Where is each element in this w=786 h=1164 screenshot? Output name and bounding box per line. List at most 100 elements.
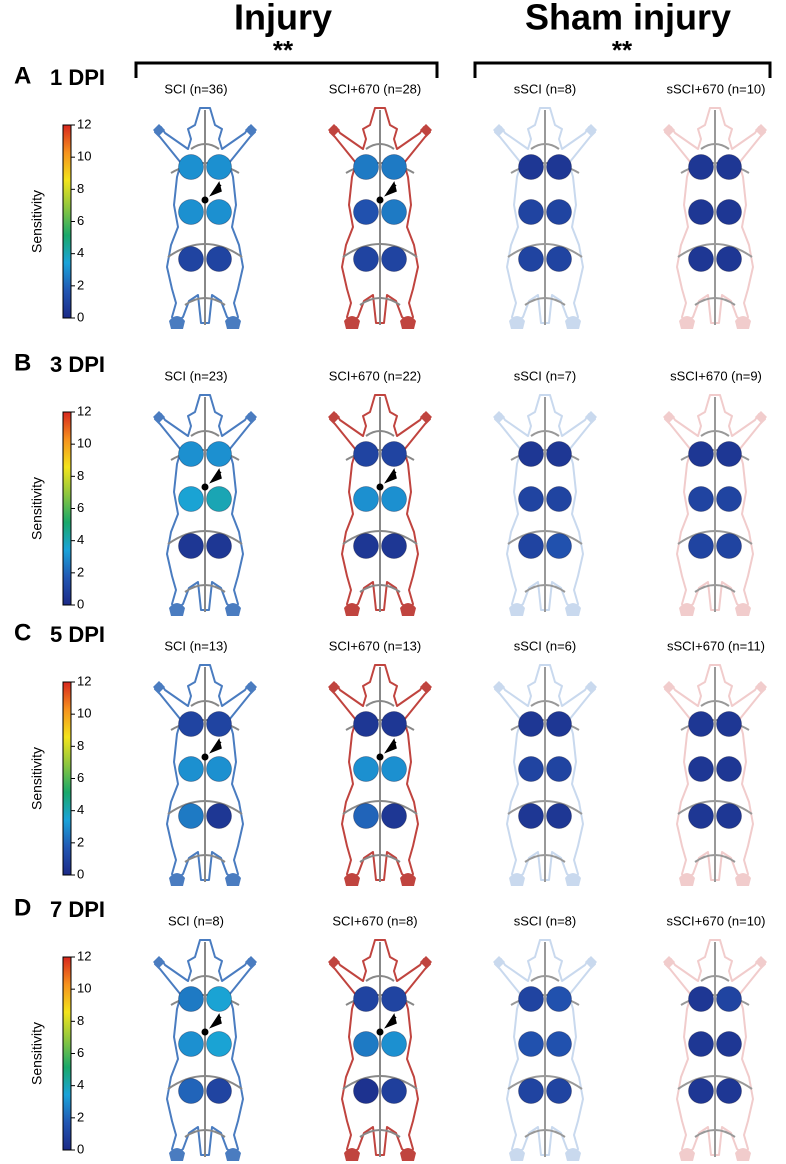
sensitivity-spot [206, 711, 232, 737]
colorbar-tick-label: 10 [77, 149, 91, 164]
injury-arrow [209, 181, 222, 197]
body-line [170, 449, 240, 461]
injury-arrow [209, 1013, 222, 1029]
paw [663, 124, 675, 136]
body-line [167, 243, 243, 258]
paw [755, 124, 767, 136]
body-line [184, 584, 226, 593]
body-line [510, 449, 580, 461]
foot [509, 873, 525, 886]
colorbar [62, 124, 72, 319]
sensitivity-spot [688, 803, 714, 829]
sensitivity-spot [688, 199, 714, 225]
sensitivity-spot [353, 1031, 379, 1057]
bracket [473, 61, 772, 78]
rat-outline [494, 939, 596, 1156]
foot [344, 316, 360, 329]
body-line [170, 162, 240, 174]
colorbar-tick-label: 12 [77, 948, 91, 963]
sensitivity-spot [716, 246, 742, 272]
colorbar-tick-label: 8 [77, 1013, 84, 1028]
rat [153, 107, 257, 329]
paw [585, 124, 597, 136]
paw [493, 411, 505, 423]
body-line [680, 449, 750, 461]
colorbar-label: Sensitivity [29, 477, 45, 540]
paw [585, 956, 597, 968]
colorbar-tick-label: 6 [77, 213, 84, 228]
rat [153, 939, 257, 1161]
sensitivity-spot [688, 1031, 714, 1057]
paw [245, 681, 257, 693]
sensitivity-spot [518, 711, 544, 737]
body-line [184, 854, 226, 863]
sensitivity-spot [546, 533, 572, 559]
foot [400, 603, 416, 616]
rat [663, 939, 767, 1161]
colorbar-tick-label: 10 [77, 436, 91, 451]
sensitivity-spot [688, 986, 714, 1012]
colorbar-tick-label: 8 [77, 468, 84, 483]
sensitivity-spot [688, 154, 714, 180]
sensitivity-spot [716, 803, 742, 829]
sensitivity-spot [716, 441, 742, 467]
sensitivity-spot [381, 441, 407, 467]
sensitivity-spot [353, 986, 379, 1012]
paw [585, 681, 597, 693]
sensitivity-spot [381, 756, 407, 782]
sensitivity-spot [381, 486, 407, 512]
sensitivity-spot [546, 1078, 572, 1104]
colorbar-tick-label: 12 [77, 403, 91, 418]
injury-arrow [384, 738, 397, 754]
sensitivity-spot [716, 533, 742, 559]
rat [493, 394, 597, 616]
rat-outline [154, 107, 256, 324]
group-label: SCI+670 (n=13) [329, 638, 422, 653]
rat [328, 394, 432, 616]
sensitivity-spot [178, 533, 204, 559]
panel-letter: A [14, 62, 31, 89]
rat-outline [329, 939, 431, 1156]
sensitivity-spot [178, 756, 204, 782]
paw [755, 681, 767, 693]
body-line [345, 449, 415, 461]
body-line [507, 243, 583, 258]
paw [493, 956, 505, 968]
rat-outline [154, 664, 256, 881]
body-line [342, 800, 418, 815]
body-line [365, 700, 395, 707]
sensitivity-spot [381, 199, 407, 225]
body-line [167, 1075, 243, 1090]
sensitivity-spot [716, 711, 742, 737]
body-line [170, 994, 240, 1006]
rat [493, 664, 597, 886]
colorbar-tick-label: 2 [77, 564, 84, 579]
rat-outline [664, 394, 766, 611]
foot [565, 316, 581, 329]
injury-site [201, 483, 209, 491]
sensitivity-spot [206, 803, 232, 829]
panel-title: 7 DPI [50, 897, 105, 922]
sensitivity-spot [381, 154, 407, 180]
group-label: sSCI (n=8) [514, 81, 577, 96]
sensitivity-spot [518, 441, 544, 467]
sensitivity-spot [353, 711, 379, 737]
sensitivity-spot [716, 154, 742, 180]
body-line [359, 854, 401, 863]
sensitivity-spot [716, 1031, 742, 1057]
header: Injury [234, 0, 332, 38]
sensitivity-spot [206, 486, 232, 512]
rat-outline [494, 107, 596, 324]
colorbar [62, 681, 72, 876]
colorbar-tick-label: 6 [77, 770, 84, 785]
colorbar-label: Sensitivity [29, 1022, 45, 1085]
sensitivity-spot [546, 711, 572, 737]
colorbar-tick-label: 2 [77, 834, 84, 849]
paw [663, 681, 675, 693]
sensitivity-spot [381, 1031, 407, 1057]
paw [245, 956, 257, 968]
paw [328, 411, 340, 423]
group-label: sSCI+670 (n=9) [670, 368, 762, 383]
sensitivity-spot [206, 441, 232, 467]
